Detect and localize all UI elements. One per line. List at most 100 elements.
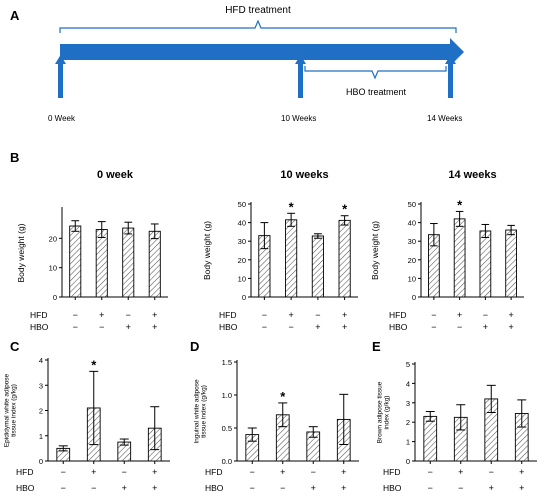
hfd-row-label: HFD	[383, 467, 400, 477]
y-tick-label: 0.5	[222, 424, 232, 433]
hfd-marker: +	[508, 310, 513, 320]
bar	[285, 219, 298, 298]
hbo-marker: −	[431, 322, 436, 332]
start-up-arrow	[55, 55, 66, 98]
y-tick-label: 2	[39, 407, 43, 416]
y-tick-label: 40	[238, 219, 246, 228]
bar	[95, 229, 108, 298]
chart-body-weight-14-weeks: 14 weeks Body weight (g) 0 10 20 30 40 50 − − * + − −…	[370, 169, 524, 332]
y-tick-label: 20	[49, 234, 57, 243]
time-label-0: 0 Week	[48, 114, 76, 123]
hbo-row-label: HBO	[205, 483, 224, 493]
y-tick-label: 40	[408, 219, 416, 228]
y-axis-label: Inguinal white adiposetissue index (g/kg…	[193, 379, 207, 444]
y-axis-label: Epididymal white adiposetissue index (g/…	[3, 373, 17, 447]
hfd-row-label: HFD	[16, 467, 33, 477]
hbo-marker: −	[262, 322, 267, 332]
hbo-marker: +	[152, 483, 157, 493]
bar	[453, 218, 466, 298]
time-label-10: 10 Weeks	[281, 114, 316, 123]
chart-title: 10 weeks	[280, 169, 328, 181]
hbo-marker: +	[342, 322, 347, 332]
hfd-marker: +	[91, 467, 96, 477]
y-tick-label: 3	[39, 381, 43, 390]
hbo-marker: +	[122, 483, 127, 493]
hbo-marker: −	[288, 322, 293, 332]
y-axis-label: Body weight (g)	[370, 221, 380, 280]
y-tick-label: 50	[408, 200, 416, 209]
chart-body-weight-10-weeks: 10 weeks Body weight (g) 0 10 20 30 40 50 − − * + − −…	[202, 169, 358, 332]
hfd-marker: −	[262, 310, 267, 320]
panel-a: A HFD treatment HBO treatment 0 Week 10 …	[10, 5, 464, 123]
hbo-marker: −	[73, 322, 78, 332]
hfd-row-label: HFD	[30, 310, 47, 320]
hfd-marker: −	[428, 467, 433, 477]
y-tick-label: 30	[408, 237, 416, 246]
y-axis-label: Body weight (g)	[16, 223, 26, 282]
bar	[69, 225, 82, 298]
significance-star: *	[289, 199, 295, 214]
week10-up-arrow	[295, 55, 306, 98]
y-tick-label: 1.0	[222, 391, 232, 400]
y-tick-label: 0	[412, 293, 416, 302]
hbo-row-label: HBO	[389, 322, 408, 332]
hbo-marker: +	[315, 322, 320, 332]
hbo-row-label: HBO	[219, 322, 238, 332]
hfd-row-label: HFD	[219, 310, 236, 320]
hfd-marker: +	[519, 467, 524, 477]
bar	[311, 235, 324, 298]
hfd-marker: −	[61, 467, 66, 477]
panel-label-e: E	[372, 339, 381, 354]
hfd-marker: −	[431, 310, 436, 320]
y-tick-label: 1.5	[222, 358, 232, 367]
significance-star: *	[342, 202, 348, 217]
hfd-marker: −	[483, 310, 488, 320]
hfd-marker: −	[250, 467, 255, 477]
y-tick-label: 10	[238, 274, 246, 283]
week14-up-arrow	[445, 55, 456, 98]
hfd-marker: +	[342, 310, 347, 320]
hbo-marker: −	[99, 322, 104, 332]
hfd-marker: +	[152, 310, 157, 320]
hbo-row-label: HBO	[16, 483, 35, 493]
y-axis-label: Body weight (g)	[202, 221, 212, 280]
y-tick-label: 4	[406, 379, 410, 388]
panel-label-c: C	[10, 339, 20, 354]
timeline-arrowhead	[450, 38, 464, 66]
hbo-marker: −	[91, 483, 96, 493]
y-tick-label: 2	[406, 418, 410, 427]
hfd-marker: +	[288, 310, 293, 320]
hfd-marker: −	[489, 467, 494, 477]
bar	[338, 219, 351, 298]
panel-label-a: A	[10, 8, 20, 23]
y-tick-label: 0	[242, 293, 246, 302]
hbo-marker: −	[457, 322, 462, 332]
y-tick-label: 4	[39, 356, 43, 365]
hbo-marker: +	[341, 483, 346, 493]
significance-star: *	[457, 197, 463, 212]
hbo-treatment-label: HBO treatment	[346, 87, 407, 97]
y-tick-label: 30	[238, 237, 246, 246]
significance-star: *	[91, 357, 97, 372]
hfd-marker: +	[99, 310, 104, 320]
hfd-marker: −	[315, 310, 320, 320]
hfd-marker: +	[280, 467, 285, 477]
hfd-marker: −	[126, 310, 131, 320]
hfd-marker: +	[341, 467, 346, 477]
hbo-marker: +	[152, 322, 157, 332]
hbo-marker: −	[280, 483, 285, 493]
y-tick-label: 0	[53, 293, 57, 302]
y-tick-label: 1	[39, 432, 43, 441]
chart-body-weight-0-week: 0 week Body weight (g) 0 10 20 − − + − − + + + HFD HBO	[16, 169, 168, 332]
hbo-marker: −	[458, 483, 463, 493]
chart-brown-adipose-index: Brown adipose tissueindex (g/kg) 0 1 2 3 4 5 − −…	[376, 360, 537, 493]
hfd-treatment-label: HFD treatment	[225, 5, 291, 16]
chart-title: 0 week	[97, 169, 134, 181]
hbo-brace	[304, 66, 447, 80]
hbo-marker: +	[483, 322, 488, 332]
hfd-brace	[59, 19, 457, 33]
hbo-row-label: HBO	[30, 322, 49, 332]
bar	[479, 230, 492, 298]
y-tick-label: 50	[238, 200, 246, 209]
